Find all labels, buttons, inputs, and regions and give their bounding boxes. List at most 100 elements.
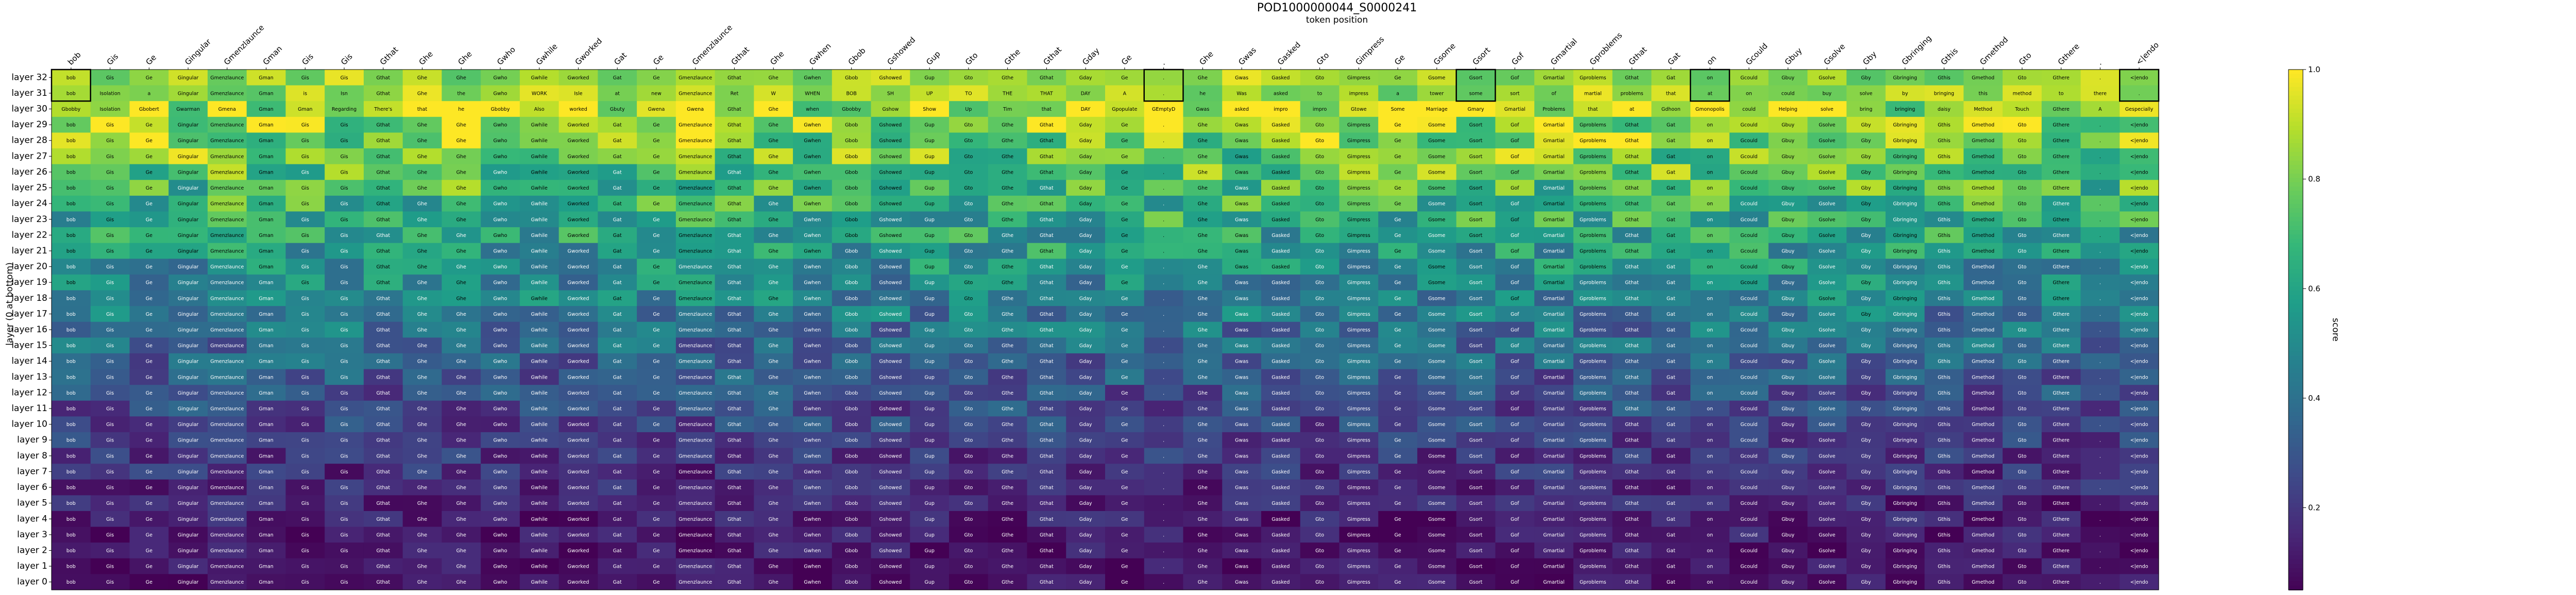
heatmap-cell <box>793 132 833 149</box>
cell-label: Gasked <box>1272 280 1290 286</box>
cell-label: Gis <box>106 548 114 554</box>
cell-label: Gis <box>341 296 348 301</box>
cell-label: Gat <box>613 359 622 365</box>
heatmap-cell <box>1729 101 1769 117</box>
cell-label: Gby <box>1861 501 1871 506</box>
cell-label: Gimpress <box>1347 532 1370 538</box>
cell-label: Gmary <box>1468 107 1484 112</box>
cell-label: Gto <box>1315 217 1324 223</box>
heatmap-cell <box>949 148 989 165</box>
heatmap-cell <box>285 85 325 101</box>
cell-label: Gbuy <box>1782 453 1794 459</box>
heatmap-cell <box>52 180 91 196</box>
cell-label: on <box>1707 233 1713 239</box>
cell-label: Gthis <box>1938 123 1951 128</box>
colorbar-segment <box>2289 226 2303 231</box>
cell-label: Gat <box>1667 438 1675 444</box>
cell-label: . <box>1163 201 1164 207</box>
heatmap-cell <box>1183 148 1223 165</box>
heatmap-cell <box>1573 101 1613 117</box>
cell-label: Gis <box>301 280 309 286</box>
cell-label: Gat <box>1667 280 1675 286</box>
colorbar-segment <box>2289 282 2303 287</box>
cell-label: Gto <box>964 169 973 175</box>
cell-label: Gof <box>1511 564 1519 570</box>
cell-label: Gmethod <box>1972 548 1994 554</box>
cell-label: Gup <box>924 280 934 286</box>
cell-label: Gthat <box>727 532 741 538</box>
colorbar-segment <box>2289 156 2303 161</box>
x-tick-label: Gworked <box>573 36 604 66</box>
colorbar-segment <box>2289 355 2303 361</box>
colorbar-segment <box>2289 373 2303 378</box>
cell-label: Gup <box>924 422 934 428</box>
cell-label: Gday <box>1079 328 1092 333</box>
cell-label: Ghe <box>769 138 778 144</box>
y-tick-label: layer 11 <box>11 403 47 414</box>
colorbar-segment <box>2289 269 2303 274</box>
heatmap-cell <box>2003 70 2042 86</box>
heatmap-cell <box>910 148 950 165</box>
heatmap-cell <box>402 101 443 117</box>
cell-label: Gat <box>1667 390 1675 396</box>
cell-label: Gat <box>1667 532 1675 538</box>
cell-label: Gmethod <box>1972 501 1994 506</box>
cell-label: Gbob <box>845 280 858 286</box>
heatmap-cell <box>1924 148 1964 165</box>
cell-label: Ghe <box>769 580 778 585</box>
heatmap-cell <box>1573 148 1613 165</box>
cell-label: Gman <box>259 264 273 270</box>
y-tick-label: layer 13 <box>11 372 47 382</box>
cell-label: Gshowed <box>879 201 902 207</box>
cell-label: Gworked <box>568 564 589 570</box>
cell-label: Gsolve <box>1819 264 1835 270</box>
cell-label: There's <box>374 107 392 112</box>
cell-label: Gingular <box>178 91 199 96</box>
heatmap-cell <box>402 180 443 196</box>
heatmap-cell <box>363 195 403 212</box>
heatmap-cell <box>1378 164 1418 180</box>
cell-label: Gmethod <box>1972 185 1994 191</box>
heatmap-cell <box>246 70 286 86</box>
heatmap-cell <box>1144 211 1184 228</box>
cell-label: Ge <box>1394 390 1401 396</box>
cell-label: Gthe <box>1002 359 1013 365</box>
cell-label: Gcould <box>1740 390 1757 396</box>
cell-label: Ge <box>146 312 152 317</box>
cell-label: Gsort <box>1469 438 1483 444</box>
cell-label: Gmartial <box>1543 438 1564 444</box>
cell-label: . <box>2099 359 2101 365</box>
cell-label: Gthat <box>727 469 741 475</box>
y-tick-label: layer 2 <box>17 545 47 555</box>
cell-label: Gmartial <box>1543 280 1564 286</box>
cell-label: Gis <box>301 201 309 207</box>
heatmap-cell <box>325 132 364 149</box>
cell-label: Gmenzlaunce <box>679 517 712 522</box>
cell-label: Gthat <box>376 548 390 554</box>
heatmap-cell <box>207 180 247 196</box>
cell-label: Ghe <box>1198 169 1208 175</box>
cell-label: Gthat <box>1040 548 1054 554</box>
colorbar-segment <box>2289 368 2303 374</box>
cell-label: Gto <box>964 359 973 365</box>
cell-label: Gmenzlaunce <box>210 328 244 333</box>
cell-label: Gasked <box>1272 343 1290 349</box>
cell-label: Ge <box>653 422 659 428</box>
heatmap-cell <box>1612 180 1652 196</box>
cell-label: Gproblems <box>1580 343 1606 349</box>
heatmap-cell <box>402 70 443 86</box>
heatmap-cell <box>1300 70 1340 86</box>
cell-label: Gto <box>964 343 973 349</box>
cell-label: Gthe <box>1002 233 1013 239</box>
heatmap-cell <box>1144 132 1184 149</box>
cell-label: Gproblems <box>1580 169 1606 175</box>
cell-label: Gis <box>301 501 309 506</box>
cell-label: Gto <box>1315 154 1324 160</box>
cell-label: Gof <box>1511 201 1519 207</box>
cell-label: Ghe <box>456 485 466 491</box>
cell-label: Gasked <box>1272 312 1290 317</box>
cell-label: . <box>1163 501 1164 506</box>
cell-label: Gsolve <box>1819 138 1835 144</box>
cell-label: Ge <box>146 248 152 254</box>
cell-label: Ghe <box>456 169 466 175</box>
